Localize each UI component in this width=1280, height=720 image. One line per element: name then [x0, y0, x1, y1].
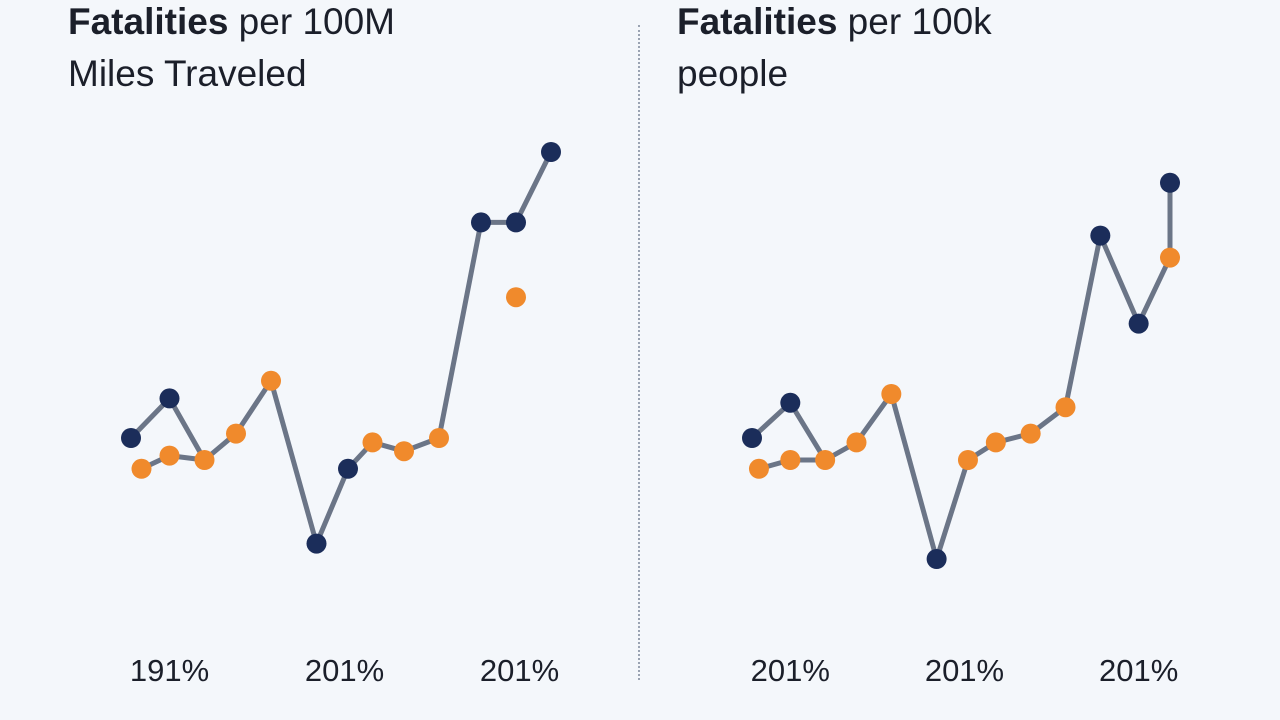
orange-data-point	[159, 445, 180, 466]
orange-data-point	[362, 432, 383, 453]
navy-data-point	[742, 428, 762, 448]
orange-data-point	[815, 450, 836, 470]
navy-data-point	[121, 428, 141, 448]
orange-data-point	[226, 423, 246, 444]
navy-data-point	[780, 392, 801, 413]
x-tick-label: 201%	[925, 653, 1004, 688]
orange-data-point	[1055, 397, 1076, 418]
orange-data-point	[748, 458, 769, 479]
title-line2: Miles Traveled	[68, 53, 307, 94]
navy-data-point	[1160, 172, 1180, 193]
orange-data-point	[957, 450, 978, 470]
x-tick-label: 191%	[130, 653, 209, 688]
title-bold: Fatalities	[68, 1, 229, 42]
x-tick-label: 201%	[1099, 653, 1178, 688]
navy-data-point	[306, 533, 327, 554]
orange-data-point	[131, 458, 152, 479]
navy-data-point	[159, 388, 180, 409]
orange-data-point	[1020, 423, 1041, 444]
orange-data-point	[985, 432, 1006, 453]
orange-data-point	[780, 450, 801, 470]
navy-data-point	[1090, 225, 1111, 246]
orange-data-point	[394, 441, 414, 462]
x-tick-label: 201%	[480, 653, 559, 688]
orange-data-point	[846, 432, 867, 453]
orange-data-point	[881, 384, 902, 404]
orange-data-point	[429, 428, 449, 448]
navy-data-point	[926, 549, 947, 569]
x-tick-label: 201%	[305, 653, 384, 688]
title-bold: Fatalities	[677, 1, 838, 42]
navy-data-point	[506, 212, 526, 233]
orange-data-point	[506, 287, 526, 308]
navy-data-point	[541, 142, 561, 162]
navy-data-point	[338, 458, 358, 479]
chart-title-left: Fatalities per 100M Miles Traveled	[68, 0, 395, 100]
orange-data-point	[1160, 247, 1180, 268]
orange-data-point	[194, 450, 215, 470]
x-tick-label: 201%	[751, 653, 830, 688]
chart-title-right: Fatalities per 100k people	[677, 0, 992, 100]
navy-data-point	[471, 212, 491, 233]
orange-data-point	[261, 370, 281, 391]
title-line2: people	[677, 53, 789, 94]
title-rest: per 100M	[228, 1, 395, 42]
series-line-0	[128, 149, 554, 547]
title-rest: per 100k	[837, 1, 992, 42]
divider	[638, 25, 640, 680]
navy-data-point	[1128, 313, 1149, 334]
